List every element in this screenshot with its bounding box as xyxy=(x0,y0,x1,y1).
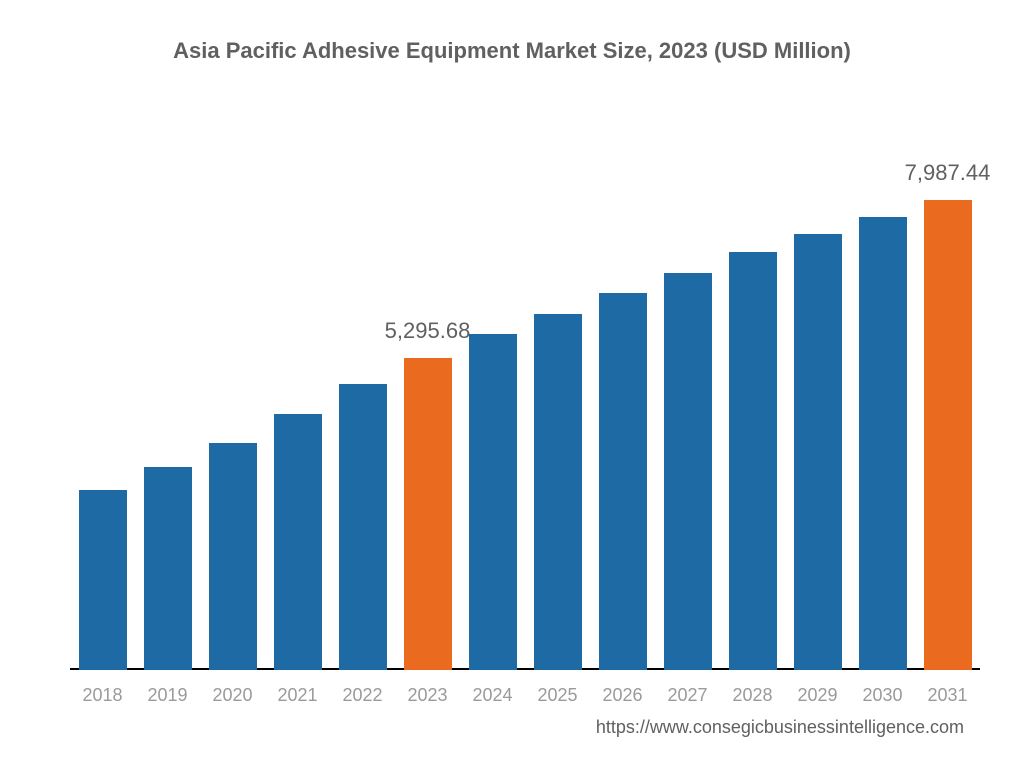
bar-slot xyxy=(720,140,785,670)
bar-slot: 7,987.44 xyxy=(915,140,980,670)
bars-container: 5,295.68 7,987.44 xyxy=(70,140,980,670)
bar xyxy=(534,314,582,670)
bar xyxy=(144,467,192,670)
x-axis-label: 2028 xyxy=(720,685,785,706)
x-axis-label: 2026 xyxy=(590,685,655,706)
bar xyxy=(859,217,907,670)
x-axis-label: 2024 xyxy=(460,685,525,706)
bar-slot: 5,295.68 xyxy=(395,140,460,670)
x-axis-label: 2018 xyxy=(70,685,135,706)
bar-slot xyxy=(265,140,330,670)
x-axis-label: 2030 xyxy=(850,685,915,706)
bar xyxy=(274,414,322,670)
x-axis-label: 2023 xyxy=(395,685,460,706)
bar xyxy=(924,200,972,670)
bar xyxy=(729,252,777,670)
bar xyxy=(664,273,712,671)
bar xyxy=(209,443,257,670)
x-axis-label: 2021 xyxy=(265,685,330,706)
bar-slot xyxy=(460,140,525,670)
x-axis-labels: 2018201920202021202220232024202520262027… xyxy=(70,685,980,706)
x-axis-label: 2022 xyxy=(330,685,395,706)
bar xyxy=(599,293,647,670)
bar-value-callout: 7,987.44 xyxy=(905,160,991,186)
plot-area: 5,295.687,987.44 20182019202020212022202… xyxy=(70,140,980,670)
bar xyxy=(339,384,387,670)
chart-title: Asia Pacific Adhesive Equipment Market S… xyxy=(0,38,1024,64)
bar-slot xyxy=(70,140,135,670)
bar-slot xyxy=(200,140,265,670)
attribution-url: https://www.consegicbusinessintelligence… xyxy=(596,717,964,738)
bar-slot xyxy=(590,140,655,670)
chart-root: Asia Pacific Adhesive Equipment Market S… xyxy=(0,0,1024,768)
bar-value-callout: 5,295.68 xyxy=(385,318,471,344)
x-axis-label: 2029 xyxy=(785,685,850,706)
bar-slot xyxy=(525,140,590,670)
bar-slot xyxy=(785,140,850,670)
x-axis-label: 2027 xyxy=(655,685,720,706)
bar-slot xyxy=(330,140,395,670)
x-axis-label: 2031 xyxy=(915,685,980,706)
x-axis-label: 2020 xyxy=(200,685,265,706)
x-axis-label: 2025 xyxy=(525,685,590,706)
bar-slot xyxy=(655,140,720,670)
bar xyxy=(469,334,517,670)
bar xyxy=(79,490,127,670)
bar-slot xyxy=(850,140,915,670)
bar xyxy=(404,358,452,670)
bar xyxy=(794,234,842,670)
x-axis-label: 2019 xyxy=(135,685,200,706)
bar-slot xyxy=(135,140,200,670)
